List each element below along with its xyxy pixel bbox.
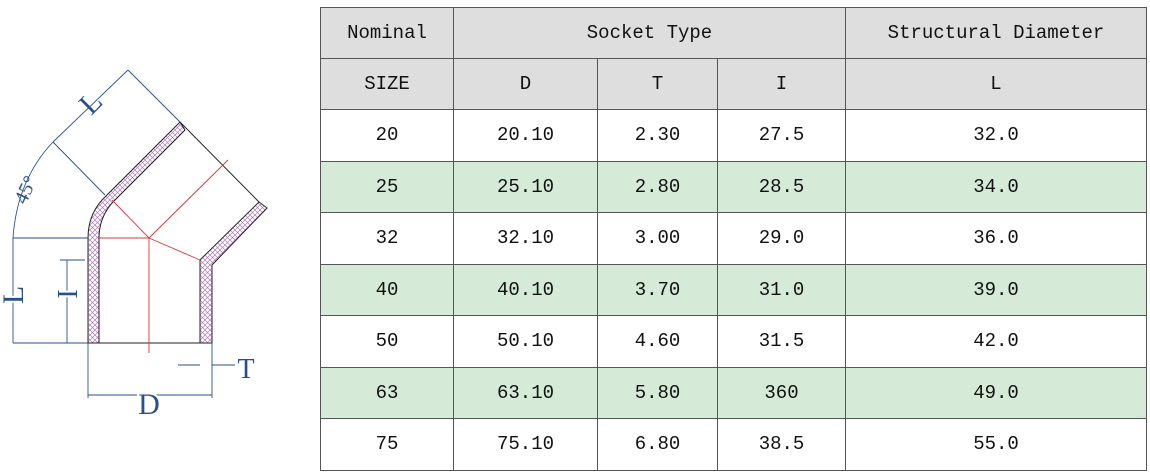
header-l: L bbox=[845, 58, 1147, 110]
table-cell: 49.0 bbox=[845, 366, 1147, 419]
pipe-wall bbox=[87, 121, 268, 344]
center-lines bbox=[99, 159, 229, 353]
header-structural-diameter: Structural Diameter bbox=[845, 7, 1147, 59]
table-cell: 63.10 bbox=[453, 366, 598, 419]
header-nominal: Nominal bbox=[320, 7, 454, 59]
table-cell: 31.5 bbox=[717, 315, 846, 368]
table-cell: 34.0 bbox=[845, 160, 1147, 213]
table-cell: 50.10 bbox=[453, 315, 598, 368]
label-l-left: L bbox=[0, 286, 30, 304]
table-cell: 3.70 bbox=[597, 263, 718, 316]
dimension-lines bbox=[12, 69, 235, 398]
table-row: 25 25.10 2.80 28.5 34.0 bbox=[320, 160, 1147, 213]
table-cell: 3.00 bbox=[597, 212, 718, 265]
table-cell: 2.30 bbox=[597, 109, 718, 162]
table-cell: 29.0 bbox=[717, 212, 846, 265]
table-cell: 40 bbox=[320, 263, 454, 316]
table-cell: 55.0 bbox=[845, 418, 1147, 471]
header-row-1: Nominal Socket Type Structural Diameter bbox=[320, 7, 1147, 59]
dimensions-table: Nominal Socket Type Structural Diameter … bbox=[320, 7, 1147, 471]
table-cell: 31.0 bbox=[717, 263, 846, 316]
label-d: D bbox=[138, 388, 160, 421]
table-cell: 20.10 bbox=[453, 109, 598, 162]
table-cell: 42.0 bbox=[845, 315, 1147, 368]
label-angle: 45° bbox=[10, 173, 42, 208]
table-row: 40 40.10 3.70 31.0 39.0 bbox=[320, 263, 1147, 316]
table-cell: 28.5 bbox=[717, 160, 846, 213]
label-l-top: L bbox=[73, 85, 109, 121]
table-cell: 4.60 bbox=[597, 315, 718, 368]
elbow-45-diagram: L 45° L I D T bbox=[0, 69, 268, 423]
table-row: 32 32.10 3.00 29.0 36.0 bbox=[320, 212, 1147, 265]
table-cell: 38.5 bbox=[717, 418, 846, 471]
table-cell: 32.0 bbox=[845, 109, 1147, 162]
table-row: 20 20.10 2.30 27.5 32.0 bbox=[320, 109, 1147, 162]
label-i: I bbox=[53, 289, 84, 298]
table-cell: 32.10 bbox=[453, 212, 598, 265]
header-row-2: SIZE D T I L bbox=[320, 58, 1147, 110]
header-socket-type: Socket Type bbox=[453, 7, 846, 59]
table-row: 63 63.10 5.80 360 49.0 bbox=[320, 366, 1147, 419]
table-cell: 75 bbox=[320, 418, 454, 471]
header-size: SIZE bbox=[320, 58, 454, 110]
header-d: D bbox=[453, 58, 598, 110]
table-cell: 2.80 bbox=[597, 160, 718, 213]
table-cell: 40.10 bbox=[453, 263, 598, 316]
table-row: 75 75.10 6.80 38.5 55.0 bbox=[320, 418, 1147, 471]
table-cell: 36.0 bbox=[845, 212, 1147, 265]
table-cell: 32 bbox=[320, 212, 454, 265]
header-i: I bbox=[717, 58, 846, 110]
table-cell: 25.10 bbox=[453, 160, 598, 213]
table-cell: 25 bbox=[320, 160, 454, 213]
table-cell: 50 bbox=[320, 315, 454, 368]
header-t: T bbox=[597, 58, 718, 110]
table-cell: 75.10 bbox=[453, 418, 598, 471]
table-cell: 39.0 bbox=[845, 263, 1147, 316]
table-cell: 360 bbox=[717, 366, 846, 419]
table-cell: 20 bbox=[320, 109, 454, 162]
table-cell: 6.80 bbox=[597, 418, 718, 471]
table-cell: 27.5 bbox=[717, 109, 846, 162]
label-t: T bbox=[237, 354, 254, 385]
table-cell: 5.80 bbox=[597, 366, 718, 419]
table-cell: 63 bbox=[320, 366, 454, 419]
table-row: 50 50.10 4.60 31.5 42.0 bbox=[320, 315, 1147, 368]
